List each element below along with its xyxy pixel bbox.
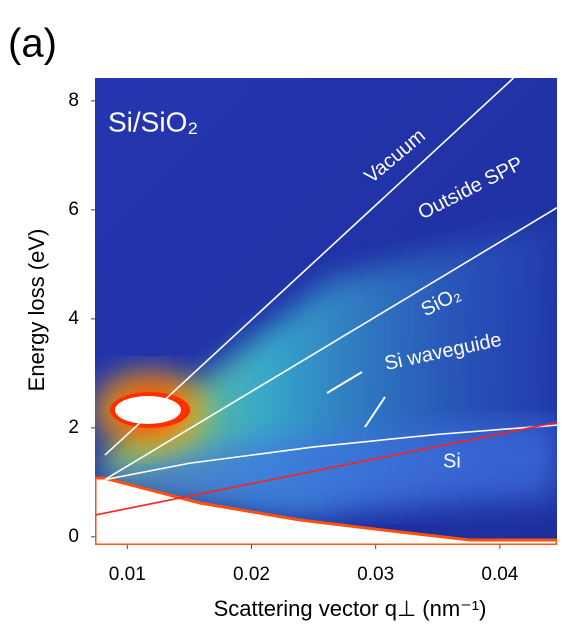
panel-label: (a) (8, 22, 57, 66)
x-tick-label: 0.02 (233, 564, 270, 585)
y-tick-label: 0 (68, 526, 79, 547)
x-axis-label: Scattering vector q⊥ (nm⁻¹) (214, 596, 487, 621)
line (104, 78, 515, 456)
x-tick-label: 0.03 (357, 564, 394, 585)
y-tick-label: 8 (68, 90, 79, 111)
y-tick-label: 2 (68, 417, 79, 438)
line (104, 424, 557, 481)
x-tick-label: 0.04 (481, 564, 518, 585)
x-tick-label: 0.01 (109, 564, 146, 585)
line (95, 421, 557, 516)
y-axis-label: Energy loss (eV) (24, 229, 49, 392)
y-tick-label: 4 (68, 308, 79, 329)
pointer (326, 371, 363, 394)
y-tick-label: 6 (68, 199, 79, 220)
plot-title: Si/SiO₂ (108, 106, 198, 137)
pointer (364, 396, 386, 428)
annotation: Si (443, 450, 461, 472)
heatmap (95, 78, 557, 545)
line (104, 207, 557, 481)
